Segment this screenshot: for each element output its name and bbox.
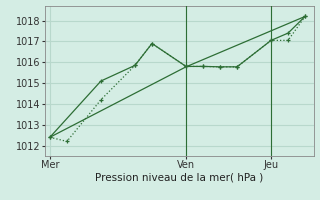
- X-axis label: Pression niveau de la mer( hPa ): Pression niveau de la mer( hPa ): [95, 173, 263, 183]
